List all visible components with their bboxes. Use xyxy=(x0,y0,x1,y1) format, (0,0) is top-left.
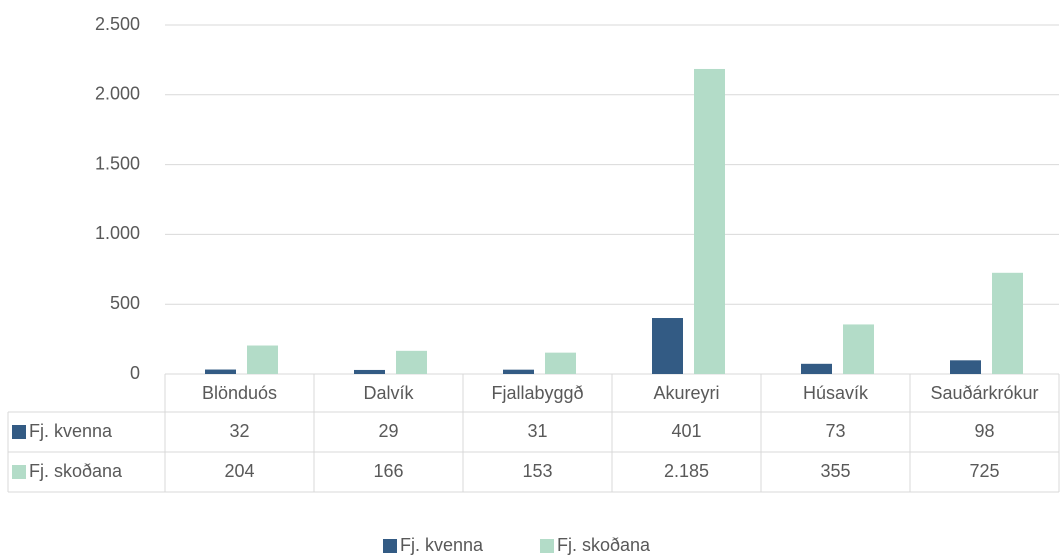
table-cell: 31 xyxy=(527,421,547,441)
bar xyxy=(992,272,1023,374)
table-cell: 2.185 xyxy=(664,461,709,481)
bar xyxy=(694,68,725,374)
table-row-label: Fj. skoðana xyxy=(29,461,123,481)
x-tick-label: Dalvík xyxy=(363,383,414,403)
table-cell: 355 xyxy=(820,461,850,481)
y-tick-label: 2.500 xyxy=(95,14,140,34)
y-tick-label: 1.000 xyxy=(95,223,140,243)
table-cell: 153 xyxy=(522,461,552,481)
bar xyxy=(545,352,576,374)
bar xyxy=(801,363,832,374)
legend-swatch xyxy=(383,539,397,553)
table-legend-swatch xyxy=(12,425,26,439)
y-tick-label: 2.000 xyxy=(95,84,140,104)
table-cell: 204 xyxy=(224,461,254,481)
x-tick-label: Sauðárkrókur xyxy=(930,383,1038,403)
y-tick-label: 500 xyxy=(110,293,140,313)
x-tick-label: Húsavík xyxy=(803,383,869,403)
x-tick-label: Akureyri xyxy=(653,383,719,403)
table-cell: 73 xyxy=(825,421,845,441)
table-row-label: Fj. kvenna xyxy=(29,421,113,441)
bar xyxy=(354,369,385,374)
y-tick-label: 1.500 xyxy=(95,153,140,173)
bar xyxy=(247,345,278,374)
legend-label: Fj. skoðana xyxy=(557,535,651,555)
table-cell: 29 xyxy=(378,421,398,441)
table-legend-swatch xyxy=(12,465,26,479)
bar xyxy=(503,369,534,374)
bar xyxy=(396,350,427,374)
bar xyxy=(950,360,981,374)
bar xyxy=(205,369,236,374)
legend-swatch xyxy=(540,539,554,553)
table-cell: 401 xyxy=(671,421,701,441)
x-tick-label: Fjallabyggð xyxy=(491,383,583,403)
table-cell: 725 xyxy=(969,461,999,481)
bar xyxy=(843,324,874,374)
table-cell: 98 xyxy=(974,421,994,441)
y-tick-label: 0 xyxy=(130,363,140,383)
x-tick-label: Blönduós xyxy=(202,383,277,403)
table-cell: 166 xyxy=(373,461,403,481)
table-cell: 32 xyxy=(229,421,249,441)
bar xyxy=(652,318,683,374)
legend-label: Fj. kvenna xyxy=(400,535,484,555)
